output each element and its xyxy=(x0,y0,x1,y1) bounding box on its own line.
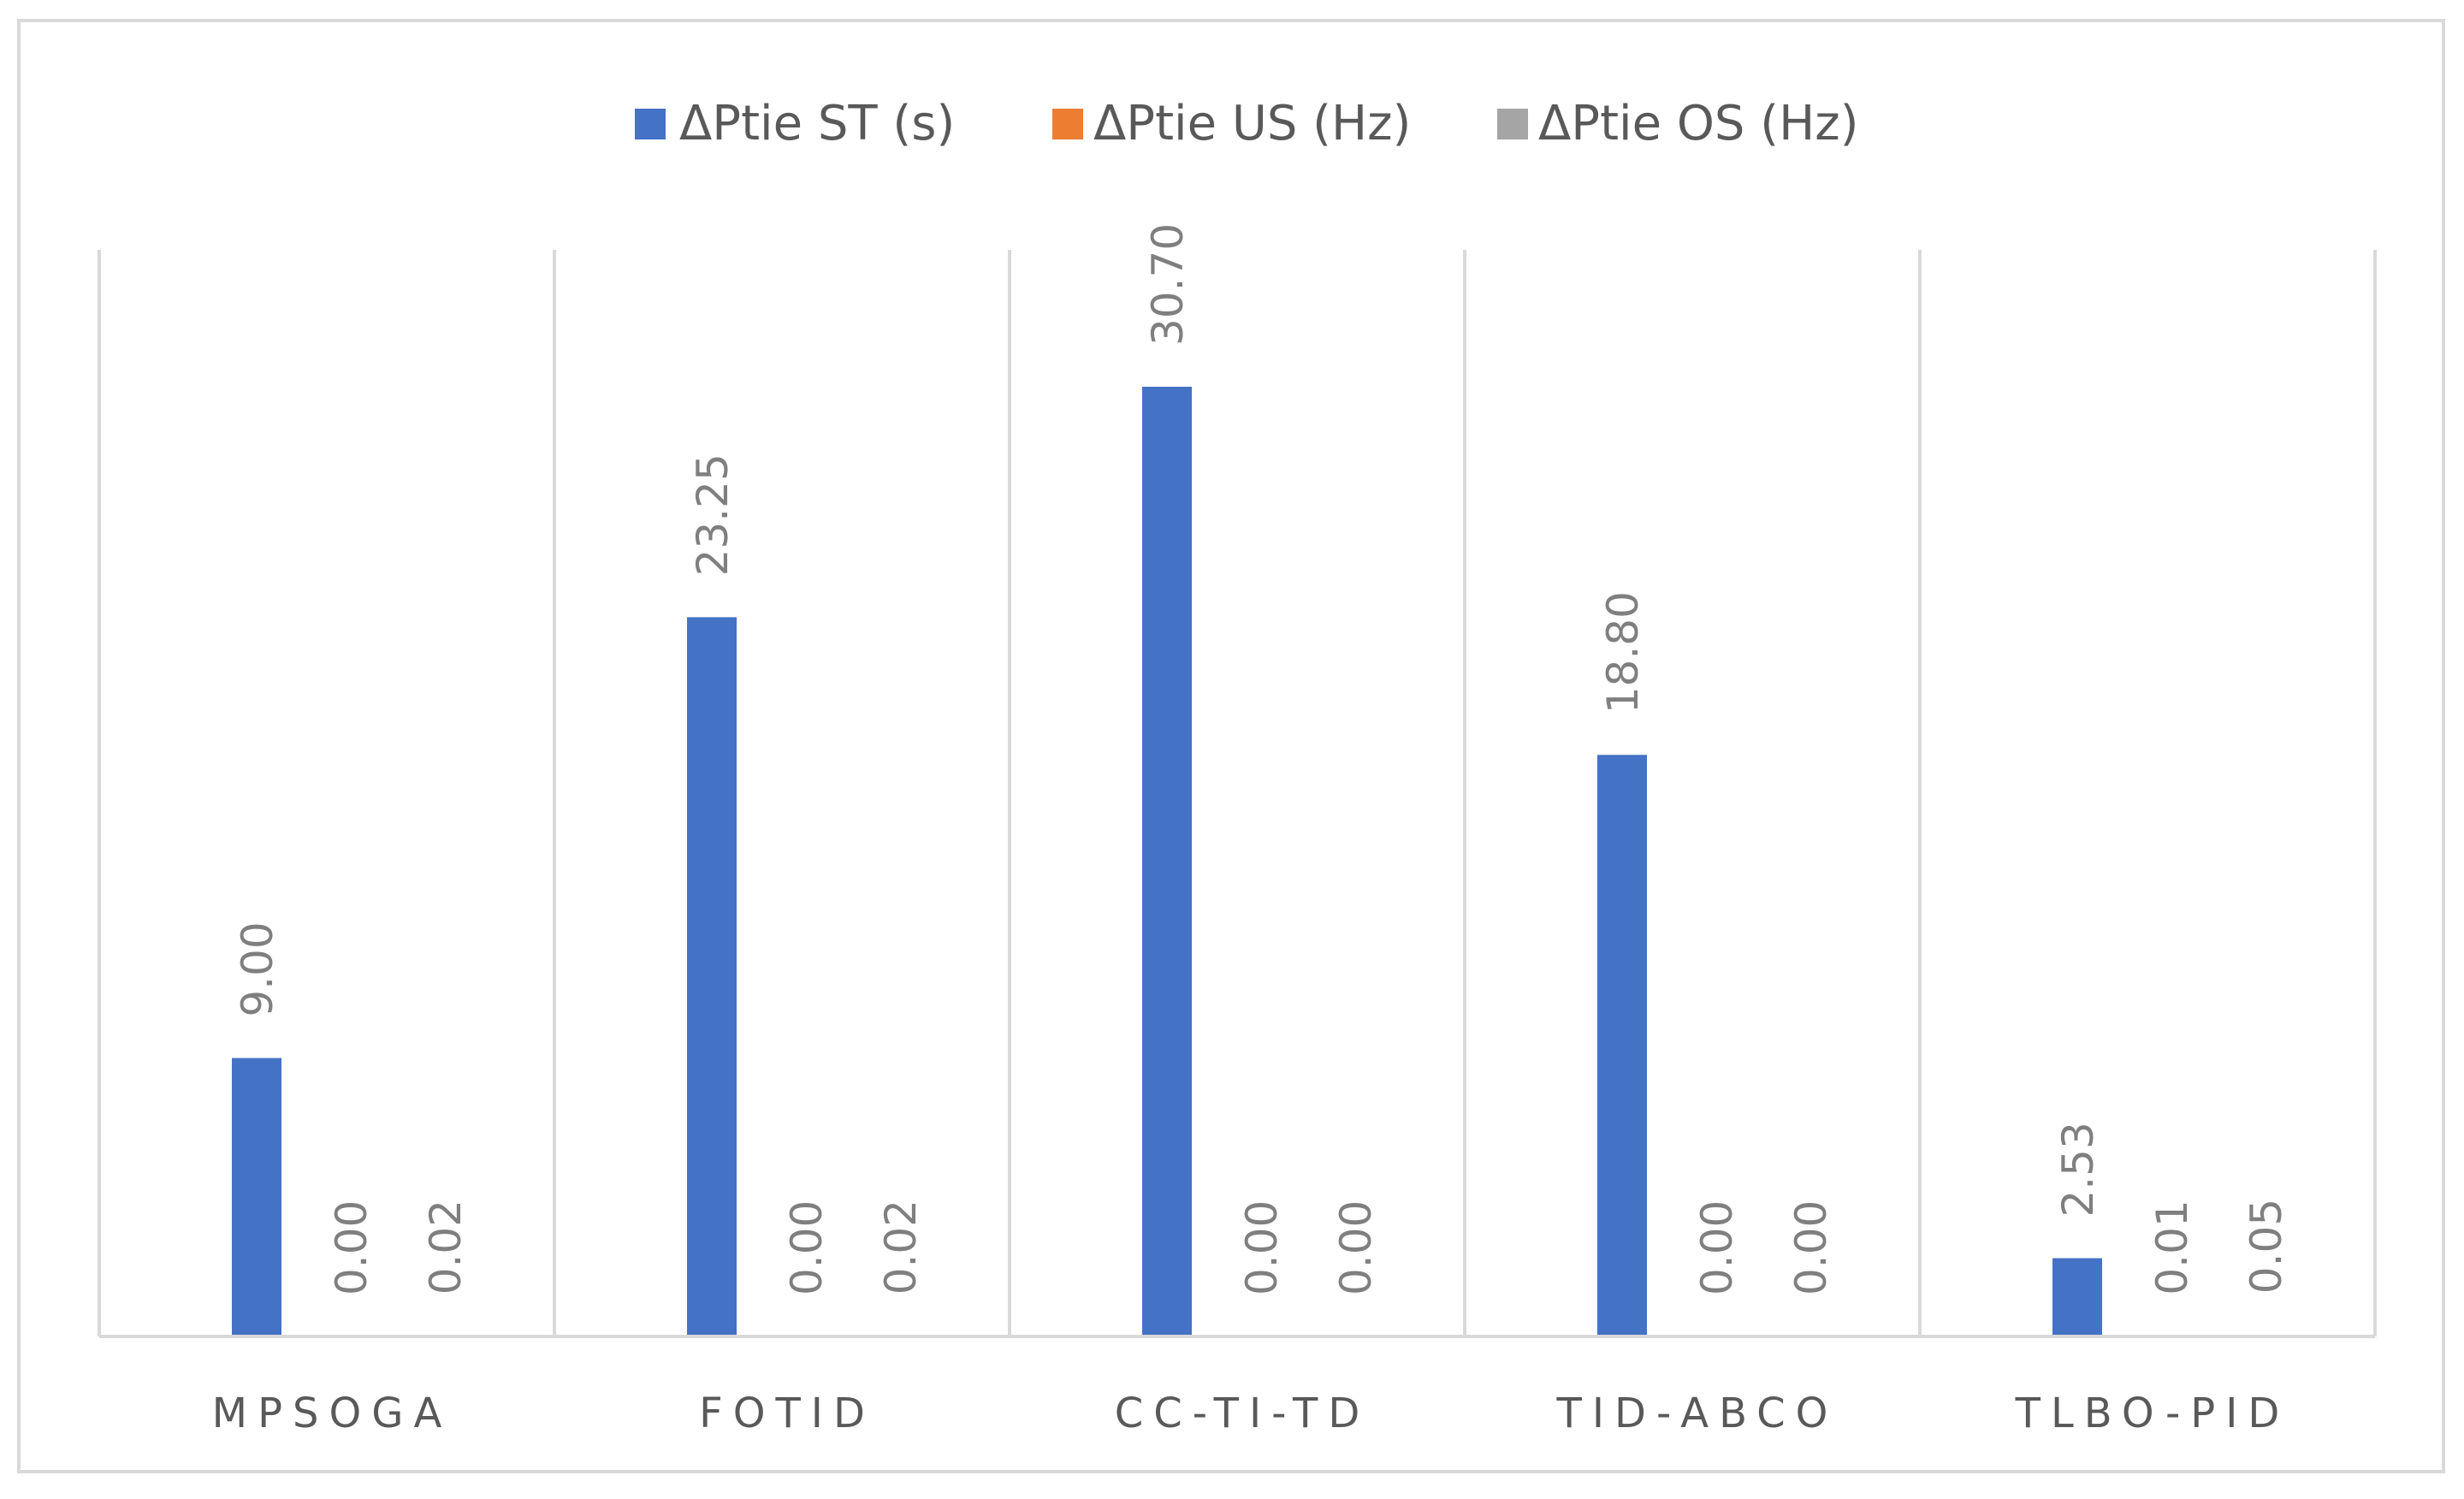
category-label-cc-ti-td: CC-TI-TD xyxy=(1115,1389,1371,1437)
data-label-cc-ti-td-series-1: 30.70 xyxy=(1143,223,1193,346)
legend: ΔPtie ST (s) ΔPtie US (Hz) ΔPtie OS (Hz) xyxy=(635,96,1858,151)
data-label-mpsoga-series-1: 9.00 xyxy=(233,921,282,1016)
category-label-tlbo-pid: TLBO-PID xyxy=(2015,1389,2290,1437)
category-label-fotid: FOTID xyxy=(699,1389,875,1437)
data-label-fotid-series-3: 0.02 xyxy=(876,1200,926,1295)
category-labels: MPSOGA FOTID CC-TI-TD TID-ABCO TLBO-PID xyxy=(212,1389,2290,1437)
data-label-mpsoga-series-2: 0.00 xyxy=(327,1200,376,1295)
bar-tlbo-pid-series-1 xyxy=(2052,1258,2102,1336)
legend-label-3: ΔPtie OS (Hz) xyxy=(1538,96,1858,151)
data-label-tlbo-pid-series-1: 2.53 xyxy=(2053,1122,2103,1217)
bar-fotid-series-1 xyxy=(687,617,737,1336)
data-label-mpsoga-series-3: 0.02 xyxy=(421,1200,471,1295)
data-label-fotid-series-2: 0.00 xyxy=(782,1200,832,1295)
bars xyxy=(232,387,2290,1336)
bar-mpsoga-series-1 xyxy=(232,1058,281,1336)
data-label-cc-ti-td-series-3: 0.00 xyxy=(1331,1200,1381,1295)
category-separators xyxy=(98,250,2377,1336)
legend-swatch-3 xyxy=(1497,109,1528,139)
data-label-tid-abco-series-1: 18.80 xyxy=(1598,591,1648,714)
data-label-tid-abco-series-2: 0.00 xyxy=(1692,1200,1742,1295)
legend-label-1: ΔPtie ST (s) xyxy=(679,96,955,151)
data-label-tlbo-pid-series-2: 0.01 xyxy=(2147,1200,2197,1295)
chart-svg: ΔPtie ST (s) ΔPtie US (Hz) ΔPtie OS (Hz) 9… xyxy=(98,96,2377,1437)
data-label-fotid-series-1: 23.25 xyxy=(688,453,737,576)
data-label-tlbo-pid-series-3: 0.05 xyxy=(2242,1199,2291,1294)
legend-label-2: ΔPtie US (Hz) xyxy=(1093,96,1411,151)
data-label-tid-abco-series-3: 0.00 xyxy=(1786,1200,1836,1295)
data-labels: 9.00 0.00 0.02 23.25 0.00 0.02 30.70 0.00 0.00 18… xyxy=(233,223,2291,1295)
legend-swatch-2 xyxy=(1052,109,1083,139)
chart-frame: ΔPtie ST (s) ΔPtie US (Hz) ΔPtie OS (Hz) 9… xyxy=(17,19,2445,1473)
category-label-mpsoga: MPSOGA xyxy=(212,1389,453,1437)
category-label-tid-abco: TID-ABCO xyxy=(1556,1389,1839,1437)
data-label-cc-ti-td-series-2: 0.00 xyxy=(1237,1200,1287,1295)
bar-cc-ti-td-series-1 xyxy=(1142,387,1192,1336)
bar-tid-abco-series-1 xyxy=(1597,755,1647,1336)
legend-swatch-1 xyxy=(635,109,666,139)
